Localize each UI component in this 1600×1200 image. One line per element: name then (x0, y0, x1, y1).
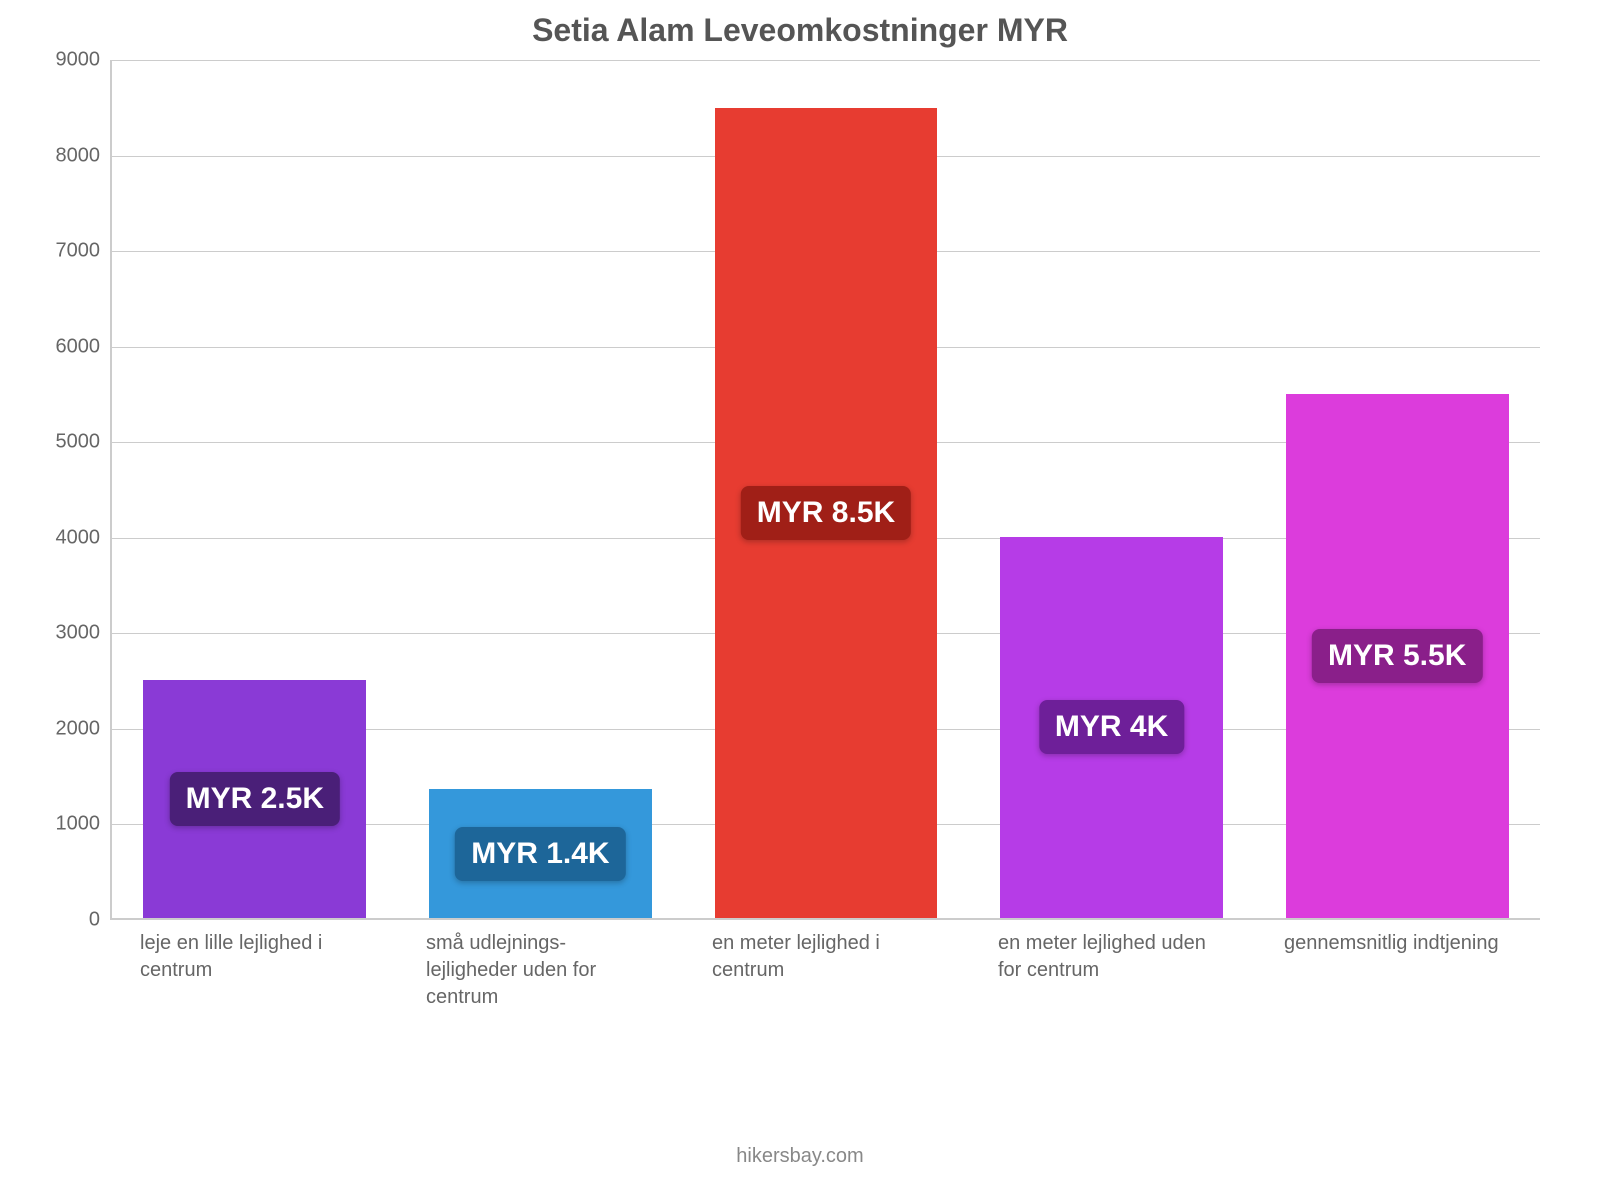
x-tick-label: en meter lejlighed i centrum (682, 930, 968, 1011)
x-axis-labels: leje en lille lejlighed i centrumsmå udl… (110, 930, 1540, 1011)
y-tick-label: 9000 (20, 49, 100, 72)
y-tick-label: 0 (20, 909, 100, 932)
bar-value-badge: MYR 4K (1039, 700, 1184, 754)
x-tick-label: små udlejnings-lejligheder uden for cent… (396, 930, 682, 1011)
x-tick-label: leje en lille lejlighed i centrum (110, 930, 396, 1011)
bar: MYR 8.5K (715, 108, 938, 918)
attribution-text: hikersbay.com (0, 1145, 1600, 1168)
bar-slot: MYR 2.5K (112, 60, 398, 918)
bar-slot: MYR 4K (969, 60, 1255, 918)
x-tick-label: gennemsnitlig indtjening (1254, 930, 1540, 1011)
bar: MYR 1.4K (429, 789, 652, 918)
bar: MYR 2.5K (143, 680, 366, 918)
bar: MYR 4K (1000, 537, 1223, 918)
bar-value-badge: MYR 1.4K (455, 827, 625, 881)
bar-value-badge: MYR 5.5K (1312, 629, 1482, 683)
bars-group: MYR 2.5K MYR 1.4K MYR 8.5K MYR 4K MYR 5.5K (112, 60, 1540, 918)
y-tick-label: 6000 (20, 335, 100, 358)
bar-slot: MYR 1.4K (398, 60, 684, 918)
plot-area: MYR 2.5K MYR 1.4K MYR 8.5K MYR 4K MYR 5.5K (110, 60, 1540, 920)
bar-value-badge: MYR 2.5K (170, 772, 340, 826)
bar-slot: MYR 5.5K (1254, 60, 1540, 918)
y-tick-label: 8000 (20, 144, 100, 167)
x-tick-label: en meter lejlighed uden for centrum (968, 930, 1254, 1011)
y-tick-label: 1000 (20, 813, 100, 836)
y-tick-label: 3000 (20, 622, 100, 645)
bar-slot: MYR 8.5K (683, 60, 969, 918)
y-tick-label: 2000 (20, 717, 100, 740)
y-tick-label: 7000 (20, 240, 100, 263)
chart-container: Setia Alam Leveomkostninger MYR MYR 2.5K… (0, 0, 1600, 1200)
y-tick-label: 5000 (20, 431, 100, 454)
bar-value-badge: MYR 8.5K (741, 486, 911, 540)
bar: MYR 5.5K (1286, 394, 1509, 918)
y-tick-label: 4000 (20, 526, 100, 549)
chart-title: Setia Alam Leveomkostninger MYR (0, 12, 1600, 49)
